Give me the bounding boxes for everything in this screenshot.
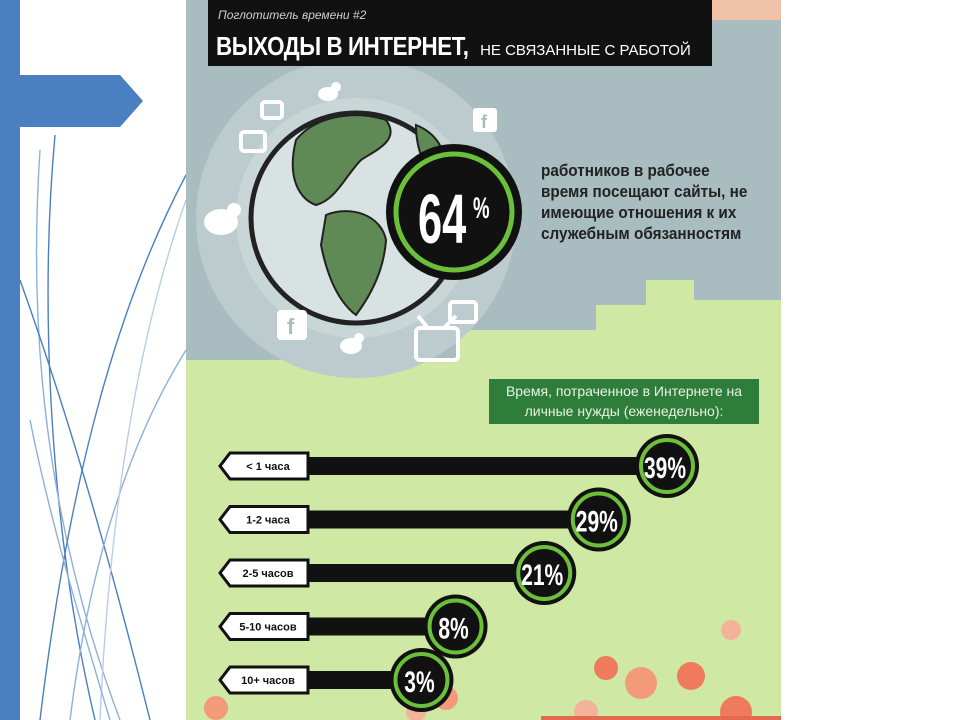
svg-text:f: f — [481, 112, 488, 132]
globe-icon — [196, 58, 516, 378]
value-ring — [570, 491, 627, 548]
svg-text:f: f — [287, 314, 295, 339]
header-box: Поглотитель времени #2 ВЫХОДЫ В ИНТЕРНЕТ… — [208, 0, 712, 66]
value-label: 39% — [644, 453, 686, 485]
bar — [226, 457, 667, 475]
header-kicker: Поглотитель времени #2 — [218, 8, 367, 22]
value-ring — [516, 545, 573, 601]
value-ring — [639, 438, 695, 494]
stat-value-layer: 64 % — [418, 180, 490, 258]
category-label: 10+ часов — [241, 675, 295, 687]
stat-value: 64 — [418, 180, 467, 258]
clock-icons — [204, 620, 781, 720]
value-label: 29% — [576, 506, 618, 538]
value-bubble — [423, 594, 488, 659]
header-title-main: ВЫХОДЫ В ИНТЕРНЕТ, — [216, 31, 469, 61]
facebook-icon: f f — [277, 108, 497, 340]
bar — [226, 510, 599, 529]
category-tag — [218, 451, 310, 481]
header-title: ВЫХОДЫ В ИНТЕРНЕТ, НЕ СВЯЗАННЫЕ С РАБОТО… — [216, 31, 691, 62]
slide-side-bar — [0, 0, 20, 720]
category-tag — [218, 505, 310, 534]
chart-title: Время, потраченное в Интернете на личные… — [489, 379, 759, 424]
value-bubble — [566, 487, 631, 552]
value-label: 8% — [438, 613, 468, 645]
infographic-panel: f f Поглотитель времени #2 ВЫХОДЫ В ИНТЕ… — [186, 0, 781, 720]
bar-chart: < 1 часа 39% 1-2 часа 29% 2-5 часов 21% 5-10 ч… — [218, 434, 699, 712]
slide-swoosh-lines — [19, 134, 187, 720]
header-title-sub: НЕ СВЯЗАННЫЕ С РАБОТОЙ — [480, 42, 691, 59]
category-label: 2-5 часов — [242, 568, 293, 580]
category-tag — [218, 665, 310, 695]
category-tag — [218, 612, 310, 641]
stat-unit: % — [473, 192, 490, 226]
value-label: 3% — [404, 667, 434, 699]
tv-icon — [239, 100, 478, 362]
category-tag — [218, 558, 310, 588]
category-label: < 1 часа — [246, 461, 290, 473]
value-ring — [427, 598, 484, 655]
slide-arrow-tab — [20, 75, 143, 127]
category-label: 5-10 часов — [239, 622, 296, 634]
value-bubble — [389, 648, 454, 712]
value-bubble — [635, 434, 699, 498]
value-bubble — [512, 541, 577, 605]
category-label: 1-2 часа — [246, 515, 291, 527]
value-label: 21% — [521, 560, 563, 592]
stat-ring — [386, 144, 522, 280]
twitter-bird-icon — [204, 82, 364, 354]
stat-description: работников в рабочее время посещают сайт… — [541, 161, 748, 243]
value-ring — [393, 652, 450, 708]
